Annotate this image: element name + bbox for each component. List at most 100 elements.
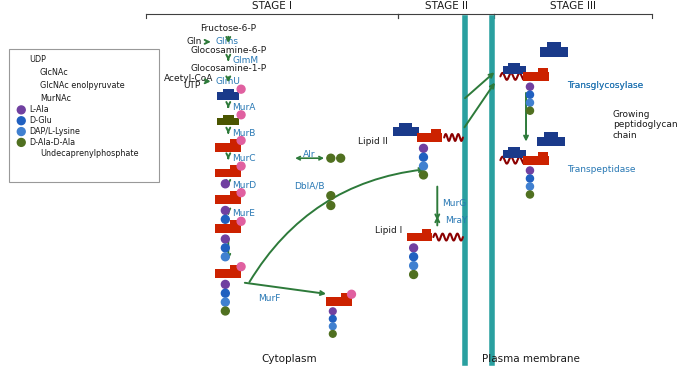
Bar bbox=[503, 150, 525, 158]
Circle shape bbox=[327, 154, 335, 162]
Text: Glms: Glms bbox=[216, 37, 239, 46]
Bar bbox=[417, 133, 442, 142]
Text: Plasma membrane: Plasma membrane bbox=[482, 354, 580, 364]
Circle shape bbox=[221, 289, 229, 297]
Circle shape bbox=[237, 85, 245, 93]
Circle shape bbox=[420, 171, 427, 179]
Bar bbox=[10, 49, 159, 182]
Text: MurE: MurE bbox=[232, 210, 255, 218]
Bar bbox=[223, 89, 234, 92]
Bar bbox=[546, 43, 561, 47]
Text: DblA/B: DblA/B bbox=[294, 181, 324, 190]
Text: MurF: MurF bbox=[258, 294, 281, 303]
Text: MurNAc: MurNAc bbox=[40, 94, 71, 102]
Circle shape bbox=[237, 189, 245, 197]
Circle shape bbox=[329, 323, 336, 330]
Circle shape bbox=[221, 215, 229, 223]
Bar bbox=[216, 269, 241, 278]
Circle shape bbox=[18, 56, 24, 63]
Circle shape bbox=[221, 235, 229, 243]
Bar bbox=[29, 91, 37, 94]
Bar bbox=[216, 224, 241, 233]
Circle shape bbox=[526, 175, 534, 182]
Circle shape bbox=[17, 128, 25, 136]
Text: Cytoplasm: Cytoplasm bbox=[262, 354, 317, 364]
Circle shape bbox=[410, 271, 418, 279]
Bar bbox=[393, 127, 418, 136]
Circle shape bbox=[237, 136, 245, 144]
Circle shape bbox=[347, 290, 356, 298]
Bar bbox=[523, 156, 548, 165]
Bar bbox=[523, 72, 548, 81]
Bar bbox=[508, 63, 520, 66]
Text: Fructose-6-P: Fructose-6-P bbox=[200, 24, 256, 32]
Circle shape bbox=[329, 331, 336, 337]
Bar bbox=[432, 129, 441, 133]
Text: Lipid II: Lipid II bbox=[358, 137, 388, 146]
Circle shape bbox=[420, 153, 427, 161]
Circle shape bbox=[237, 162, 245, 170]
Bar bbox=[544, 132, 557, 136]
Circle shape bbox=[237, 217, 245, 225]
Circle shape bbox=[221, 280, 229, 288]
Circle shape bbox=[327, 202, 335, 210]
Circle shape bbox=[221, 180, 229, 188]
Circle shape bbox=[237, 263, 245, 271]
Bar bbox=[16, 94, 38, 102]
Circle shape bbox=[526, 91, 534, 98]
Bar bbox=[18, 69, 36, 75]
Bar bbox=[230, 220, 240, 224]
Circle shape bbox=[221, 244, 229, 252]
Bar bbox=[406, 233, 432, 242]
Text: MurB: MurB bbox=[232, 128, 255, 138]
Circle shape bbox=[327, 192, 335, 200]
Bar bbox=[340, 293, 351, 297]
Text: STAGE I: STAGE I bbox=[252, 1, 292, 11]
Text: Undecaprenylphosphate: Undecaprenylphosphate bbox=[40, 149, 139, 158]
Bar bbox=[422, 229, 432, 233]
Bar bbox=[217, 92, 239, 100]
Bar bbox=[326, 297, 351, 306]
Circle shape bbox=[17, 117, 25, 125]
Circle shape bbox=[526, 191, 534, 198]
Bar bbox=[18, 82, 36, 88]
Bar bbox=[22, 79, 32, 82]
Circle shape bbox=[526, 83, 534, 90]
Circle shape bbox=[410, 253, 418, 261]
Circle shape bbox=[420, 162, 427, 170]
Circle shape bbox=[337, 154, 345, 162]
Circle shape bbox=[526, 107, 534, 114]
Circle shape bbox=[526, 167, 534, 174]
Text: D-Ala-D-Ala: D-Ala-D-Ala bbox=[29, 138, 75, 147]
Text: Growing
peptidoglycan
chain: Growing peptidoglycan chain bbox=[612, 110, 677, 139]
Bar bbox=[537, 136, 564, 146]
Text: Transpeptidase: Transpeptidase bbox=[567, 165, 636, 173]
Bar bbox=[223, 115, 234, 118]
Circle shape bbox=[526, 99, 534, 106]
Text: DAP/L-Lysine: DAP/L-Lysine bbox=[29, 127, 80, 136]
Bar bbox=[503, 66, 525, 74]
Bar bbox=[538, 152, 548, 156]
Text: Transglycosylase: Transglycosylase bbox=[567, 81, 644, 90]
Text: STAGE III: STAGE III bbox=[551, 1, 596, 11]
Bar bbox=[216, 143, 241, 152]
Bar bbox=[230, 165, 240, 168]
Circle shape bbox=[17, 106, 25, 114]
Circle shape bbox=[410, 244, 418, 252]
Circle shape bbox=[329, 315, 336, 322]
Bar bbox=[217, 118, 239, 125]
Bar bbox=[400, 123, 412, 127]
Text: GlmM: GlmM bbox=[232, 56, 258, 65]
Text: Gln: Gln bbox=[186, 37, 201, 46]
Circle shape bbox=[17, 138, 25, 146]
Text: GlcNAc: GlcNAc bbox=[40, 68, 69, 77]
Bar bbox=[22, 66, 32, 69]
Text: Transglycosylase: Transglycosylase bbox=[567, 81, 644, 90]
Bar bbox=[538, 68, 548, 72]
Circle shape bbox=[329, 308, 336, 315]
Text: UTP: UTP bbox=[183, 81, 200, 90]
Bar bbox=[216, 195, 241, 204]
Text: Lipid I: Lipid I bbox=[374, 226, 402, 235]
Circle shape bbox=[221, 307, 229, 315]
Circle shape bbox=[410, 262, 418, 270]
